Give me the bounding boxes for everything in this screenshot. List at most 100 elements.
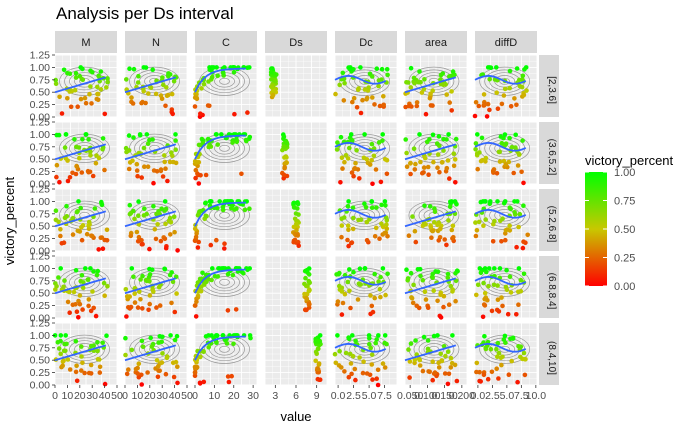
data-point [74,209,80,215]
data-point [370,309,376,315]
data-point [203,213,209,219]
data-point [503,237,508,243]
data-point [88,266,93,271]
data-point [353,377,358,383]
data-point [139,100,144,106]
data-point [284,155,289,160]
data-point [363,205,369,210]
data-point [245,110,250,115]
data-point [447,100,453,105]
data-point [123,352,128,358]
data-point [378,179,384,185]
panel-c-row-2 [192,121,258,186]
data-point [421,165,427,170]
data-point [70,302,76,308]
data-point [495,297,501,303]
y-tick-label: 0.25 [30,99,51,111]
data-point [366,85,371,90]
panel-area-row-1 [403,54,468,118]
data-point [209,277,214,283]
data-point [92,206,98,211]
data-point [507,223,512,229]
data-point [487,65,493,70]
data-point [135,80,141,85]
data-point [499,295,504,300]
data-point [413,239,419,245]
data-point [350,205,356,211]
data-point [198,173,203,178]
data-point [302,291,307,297]
data-point [360,97,365,103]
data-point [170,279,176,285]
data-point [438,292,443,298]
data-point [362,266,368,271]
data-point [158,167,164,172]
trend-line [54,277,107,295]
data-point [445,271,451,277]
data-point [295,233,301,238]
data-point [509,358,514,364]
data-point [378,294,383,300]
x-tick-label: 5.0 [362,390,377,402]
data-point [370,377,375,382]
data-point [150,137,155,142]
data-point [79,354,84,359]
data-point [500,303,505,309]
panel-area-row-4 [404,255,468,320]
data-point [495,283,500,288]
data-point [194,231,199,236]
data-point [522,372,528,378]
data-point [56,346,62,351]
data-point [193,167,199,173]
data-point [516,289,521,295]
data-point [144,132,150,137]
data-point [88,149,93,154]
data-point [273,79,278,84]
data-point [373,167,379,172]
data-point [369,74,375,79]
data-point [78,205,83,211]
data-point [80,137,85,142]
data-point [294,227,299,233]
trend-line [124,277,177,295]
data-point [524,88,529,93]
data-point [62,145,68,150]
data-point [482,303,488,308]
data-point [513,132,518,138]
data-point [417,363,423,368]
data-point [358,217,364,222]
data-point [360,370,366,376]
panel-c-row-1 [192,54,258,119]
data-point [339,155,345,160]
data-point [82,95,88,101]
data-point [175,380,180,386]
y-tick-label: 0.50 [30,288,51,300]
data-point [372,234,378,239]
x-tick-label: 30 [247,390,259,402]
data-point [316,361,322,366]
data-point [413,161,418,167]
trend-line [474,208,527,219]
data-point [492,266,497,271]
data-point [80,66,85,72]
trend-line [54,210,107,228]
data-point [500,216,505,221]
data-point [374,376,380,382]
data-point [80,307,85,312]
x-axis-title: value [280,409,311,424]
data-point [489,369,495,375]
data-point [350,226,356,232]
data-point [507,228,513,233]
data-point [93,160,99,166]
data-point [441,148,446,153]
data-point [215,142,220,147]
data-point [151,204,156,209]
density-contour [214,142,235,155]
data-point [519,84,525,90]
data-point [495,340,501,346]
data-point [80,77,86,83]
x-tick-label: 0.150 [431,390,457,402]
data-point [97,364,103,370]
data-point [147,272,153,277]
data-point [95,91,100,97]
